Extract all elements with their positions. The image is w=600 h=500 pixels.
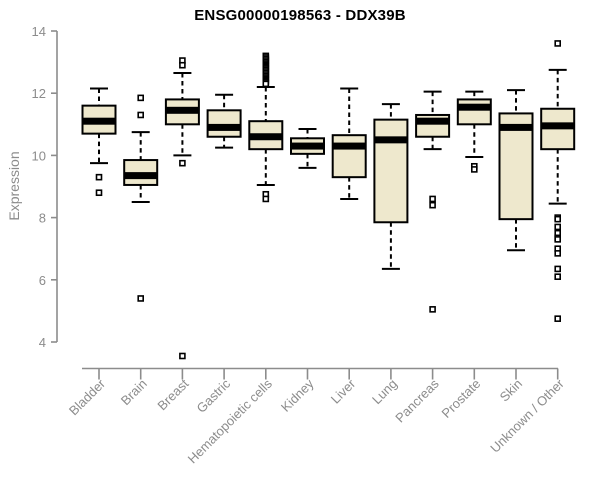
y-tick-label: 6: [39, 273, 46, 288]
median-bar: [291, 142, 324, 150]
outlier-point: [137, 295, 144, 302]
outlier-point: [554, 250, 562, 257]
iqr-box: [331, 134, 367, 179]
x-tick-label: Breast: [154, 376, 191, 413]
outlier-point: [429, 306, 436, 313]
outlier-point: [554, 273, 562, 280]
outlier-point: [554, 315, 562, 322]
x-tick-label: Unknown / Other: [487, 376, 567, 456]
outlier-point: [262, 80, 270, 88]
outlier-point: [95, 173, 103, 181]
outlier-point: [262, 195, 270, 203]
x-tick-label: Pancreas: [392, 376, 442, 426]
outlier-point: [179, 352, 186, 360]
y-tick-label: 10: [32, 148, 46, 163]
median-bar: [332, 142, 366, 150]
median-bar: [124, 172, 158, 180]
chart-title: ENSG00000198563 - DDX39B: [194, 7, 406, 24]
x-tick-label: Prostate: [439, 376, 484, 421]
x-tick-label: Skin: [497, 376, 525, 404]
iqr-box: [373, 118, 409, 224]
outlier-point: [179, 159, 186, 167]
median-bar: [374, 136, 408, 144]
outlier-point: [179, 61, 186, 69]
outlier-point: [470, 166, 478, 173]
median-bar: [207, 123, 241, 131]
x-tick-label: Lung: [369, 376, 400, 407]
x-tick-label: Gastric: [194, 376, 234, 416]
outlier-point: [554, 223, 562, 231]
outlier-point: [137, 94, 144, 102]
y-tick-label: 12: [32, 86, 46, 101]
iqr-box: [206, 109, 242, 138]
outlier-point: [429, 195, 436, 203]
outlier-point: [554, 215, 562, 223]
median-bar: [499, 123, 533, 131]
outlier-point: [554, 265, 562, 273]
x-tick-label: Liver: [328, 376, 359, 407]
x-tick-label: Kidney: [278, 376, 317, 415]
x-tick-label: Brain: [118, 376, 150, 408]
median-bar: [416, 117, 450, 125]
iqr-box: [498, 112, 534, 221]
median-bar: [541, 122, 575, 130]
outlier-point: [429, 201, 436, 209]
x-tick-label: Bladder: [66, 376, 109, 419]
median-bar: [165, 106, 199, 114]
median-bar: [249, 133, 283, 141]
median-bar: [457, 103, 491, 111]
iqr-box: [456, 98, 492, 126]
y-tick-label: 14: [32, 24, 46, 39]
outlier-point: [554, 40, 562, 47]
outlier-point: [554, 236, 562, 243]
outlier-point: [137, 111, 144, 119]
y-tick-label: 8: [39, 211, 46, 226]
median-bar: [82, 117, 116, 125]
outlier-point: [95, 189, 103, 197]
y-tick-label: 4: [39, 335, 46, 350]
